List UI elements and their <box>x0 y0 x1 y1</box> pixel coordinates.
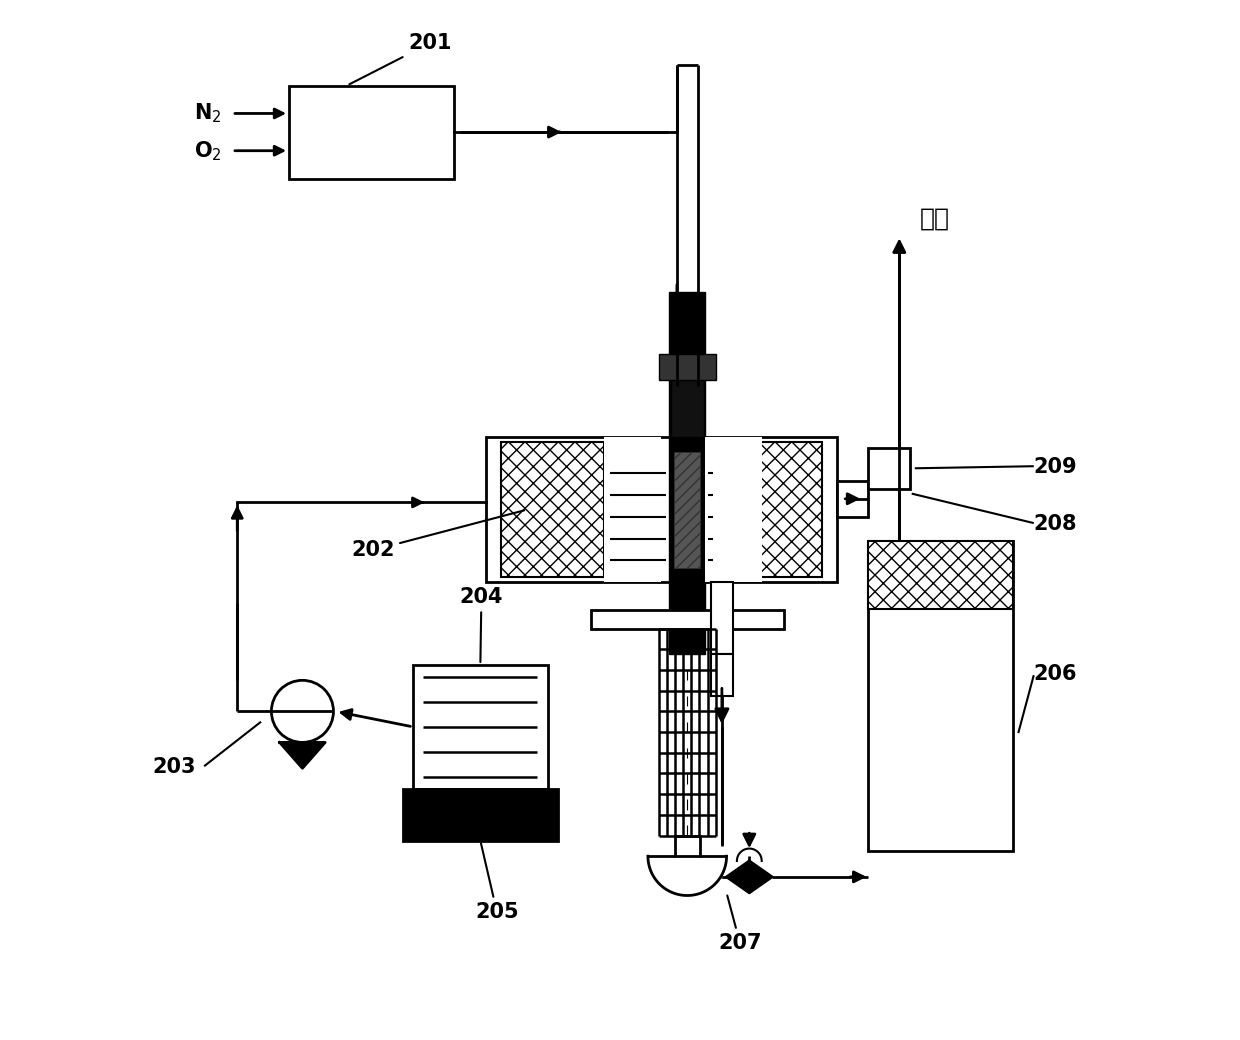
Bar <box>868 447 910 489</box>
Bar <box>413 665 548 789</box>
Bar <box>501 442 604 577</box>
Bar <box>289 85 455 179</box>
Polygon shape <box>727 861 773 892</box>
Bar <box>670 292 706 654</box>
Bar <box>706 437 763 582</box>
Bar <box>604 437 661 582</box>
Text: 201: 201 <box>350 33 451 84</box>
Text: 203: 203 <box>153 757 196 778</box>
Bar <box>711 654 733 696</box>
Bar <box>403 789 558 840</box>
Bar <box>868 541 1013 609</box>
Bar <box>671 355 704 437</box>
Bar <box>675 835 699 856</box>
Text: 205: 205 <box>475 843 518 922</box>
Bar <box>675 451 701 568</box>
Text: 208: 208 <box>1034 515 1078 535</box>
Polygon shape <box>280 743 325 769</box>
Bar <box>486 437 837 582</box>
Bar <box>718 442 822 577</box>
Bar <box>837 480 868 517</box>
Text: 207: 207 <box>718 895 761 954</box>
Text: 204: 204 <box>460 587 503 662</box>
Text: 202: 202 <box>351 511 525 561</box>
Text: O$_2$: O$_2$ <box>193 139 222 162</box>
Text: 206: 206 <box>1034 665 1078 684</box>
Bar <box>658 355 715 381</box>
Text: N$_2$: N$_2$ <box>195 102 222 125</box>
Text: 放空: 放空 <box>920 206 950 230</box>
Text: 209: 209 <box>1034 458 1078 477</box>
Bar <box>711 582 733 654</box>
Bar <box>590 610 784 628</box>
Bar <box>868 541 1013 851</box>
